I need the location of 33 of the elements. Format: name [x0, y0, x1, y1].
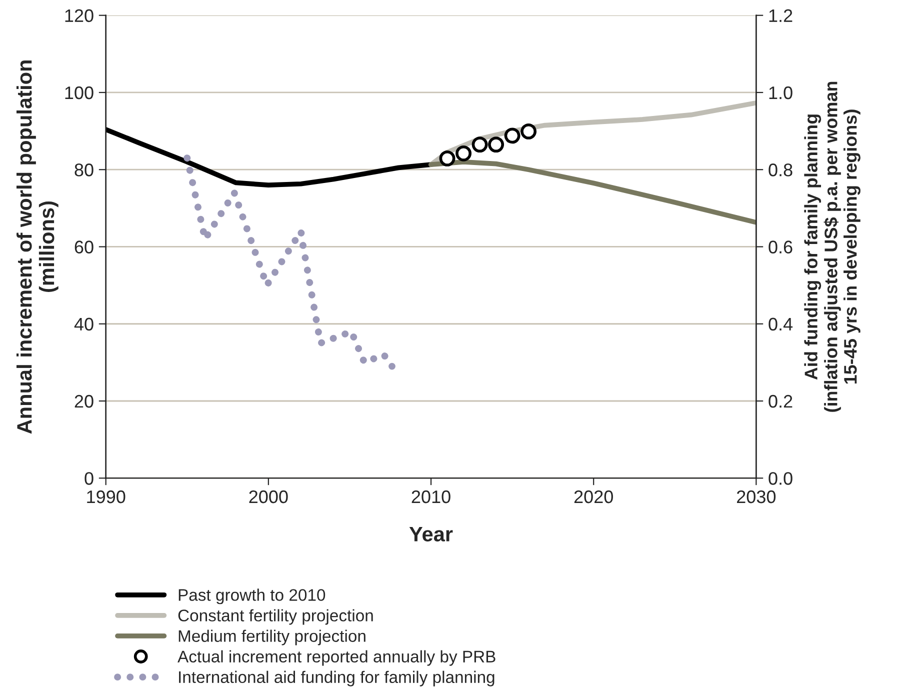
legend-label: International aid funding for family planning	[179, 670, 494, 686]
x-tick-label: 1990	[87, 490, 126, 504]
point	[520, 123, 537, 140]
x-tick-label: 2010	[412, 490, 450, 504]
x-tick-label: 2030	[737, 490, 776, 504]
legend-label: Constant fertility projection	[178, 609, 373, 625]
y2-tick-label: 1.2	[769, 9, 792, 22]
legend-label: Past growth to 2010	[178, 588, 326, 604]
point	[488, 136, 504, 153]
y-tick-label: 40	[74, 318, 94, 331]
y-tick-label: 120	[65, 9, 94, 22]
y-axis-title: Annual increment of world population (millions)	[16, 60, 58, 434]
y2-tick-label: 0.0	[768, 472, 792, 485]
point	[504, 128, 520, 144]
y2-tick-label: 1.0	[769, 86, 792, 100]
y-tick-label: 80	[74, 164, 94, 176]
y-tick-label: 100	[65, 86, 94, 100]
y2-tick-label: 0.6	[768, 240, 792, 254]
point	[456, 145, 472, 162]
legend-label: Medium fertility projection	[178, 630, 366, 646]
legend-label: Actual increment reported annually by PRB	[178, 650, 496, 666]
y-tick-label: 0	[84, 472, 94, 485]
point	[439, 150, 456, 166]
y2-tick-label: 0.8	[768, 164, 792, 176]
y2-axis-title: Aid funding for family planning (inflation adjusted US$ p.a. per woman 15-45 yrs in developing regions)	[804, 82, 860, 412]
point	[472, 136, 488, 153]
y2-tick-label: 0.2	[768, 394, 792, 408]
x-tick-label: 2000	[249, 490, 288, 504]
y2-tick-label: 0.4	[768, 318, 793, 331]
y-tick-label: 60	[74, 240, 94, 254]
x-axis-title: Year	[409, 526, 453, 542]
y-tick-label: 20	[74, 394, 94, 408]
x-tick-label: 2020	[574, 490, 613, 504]
